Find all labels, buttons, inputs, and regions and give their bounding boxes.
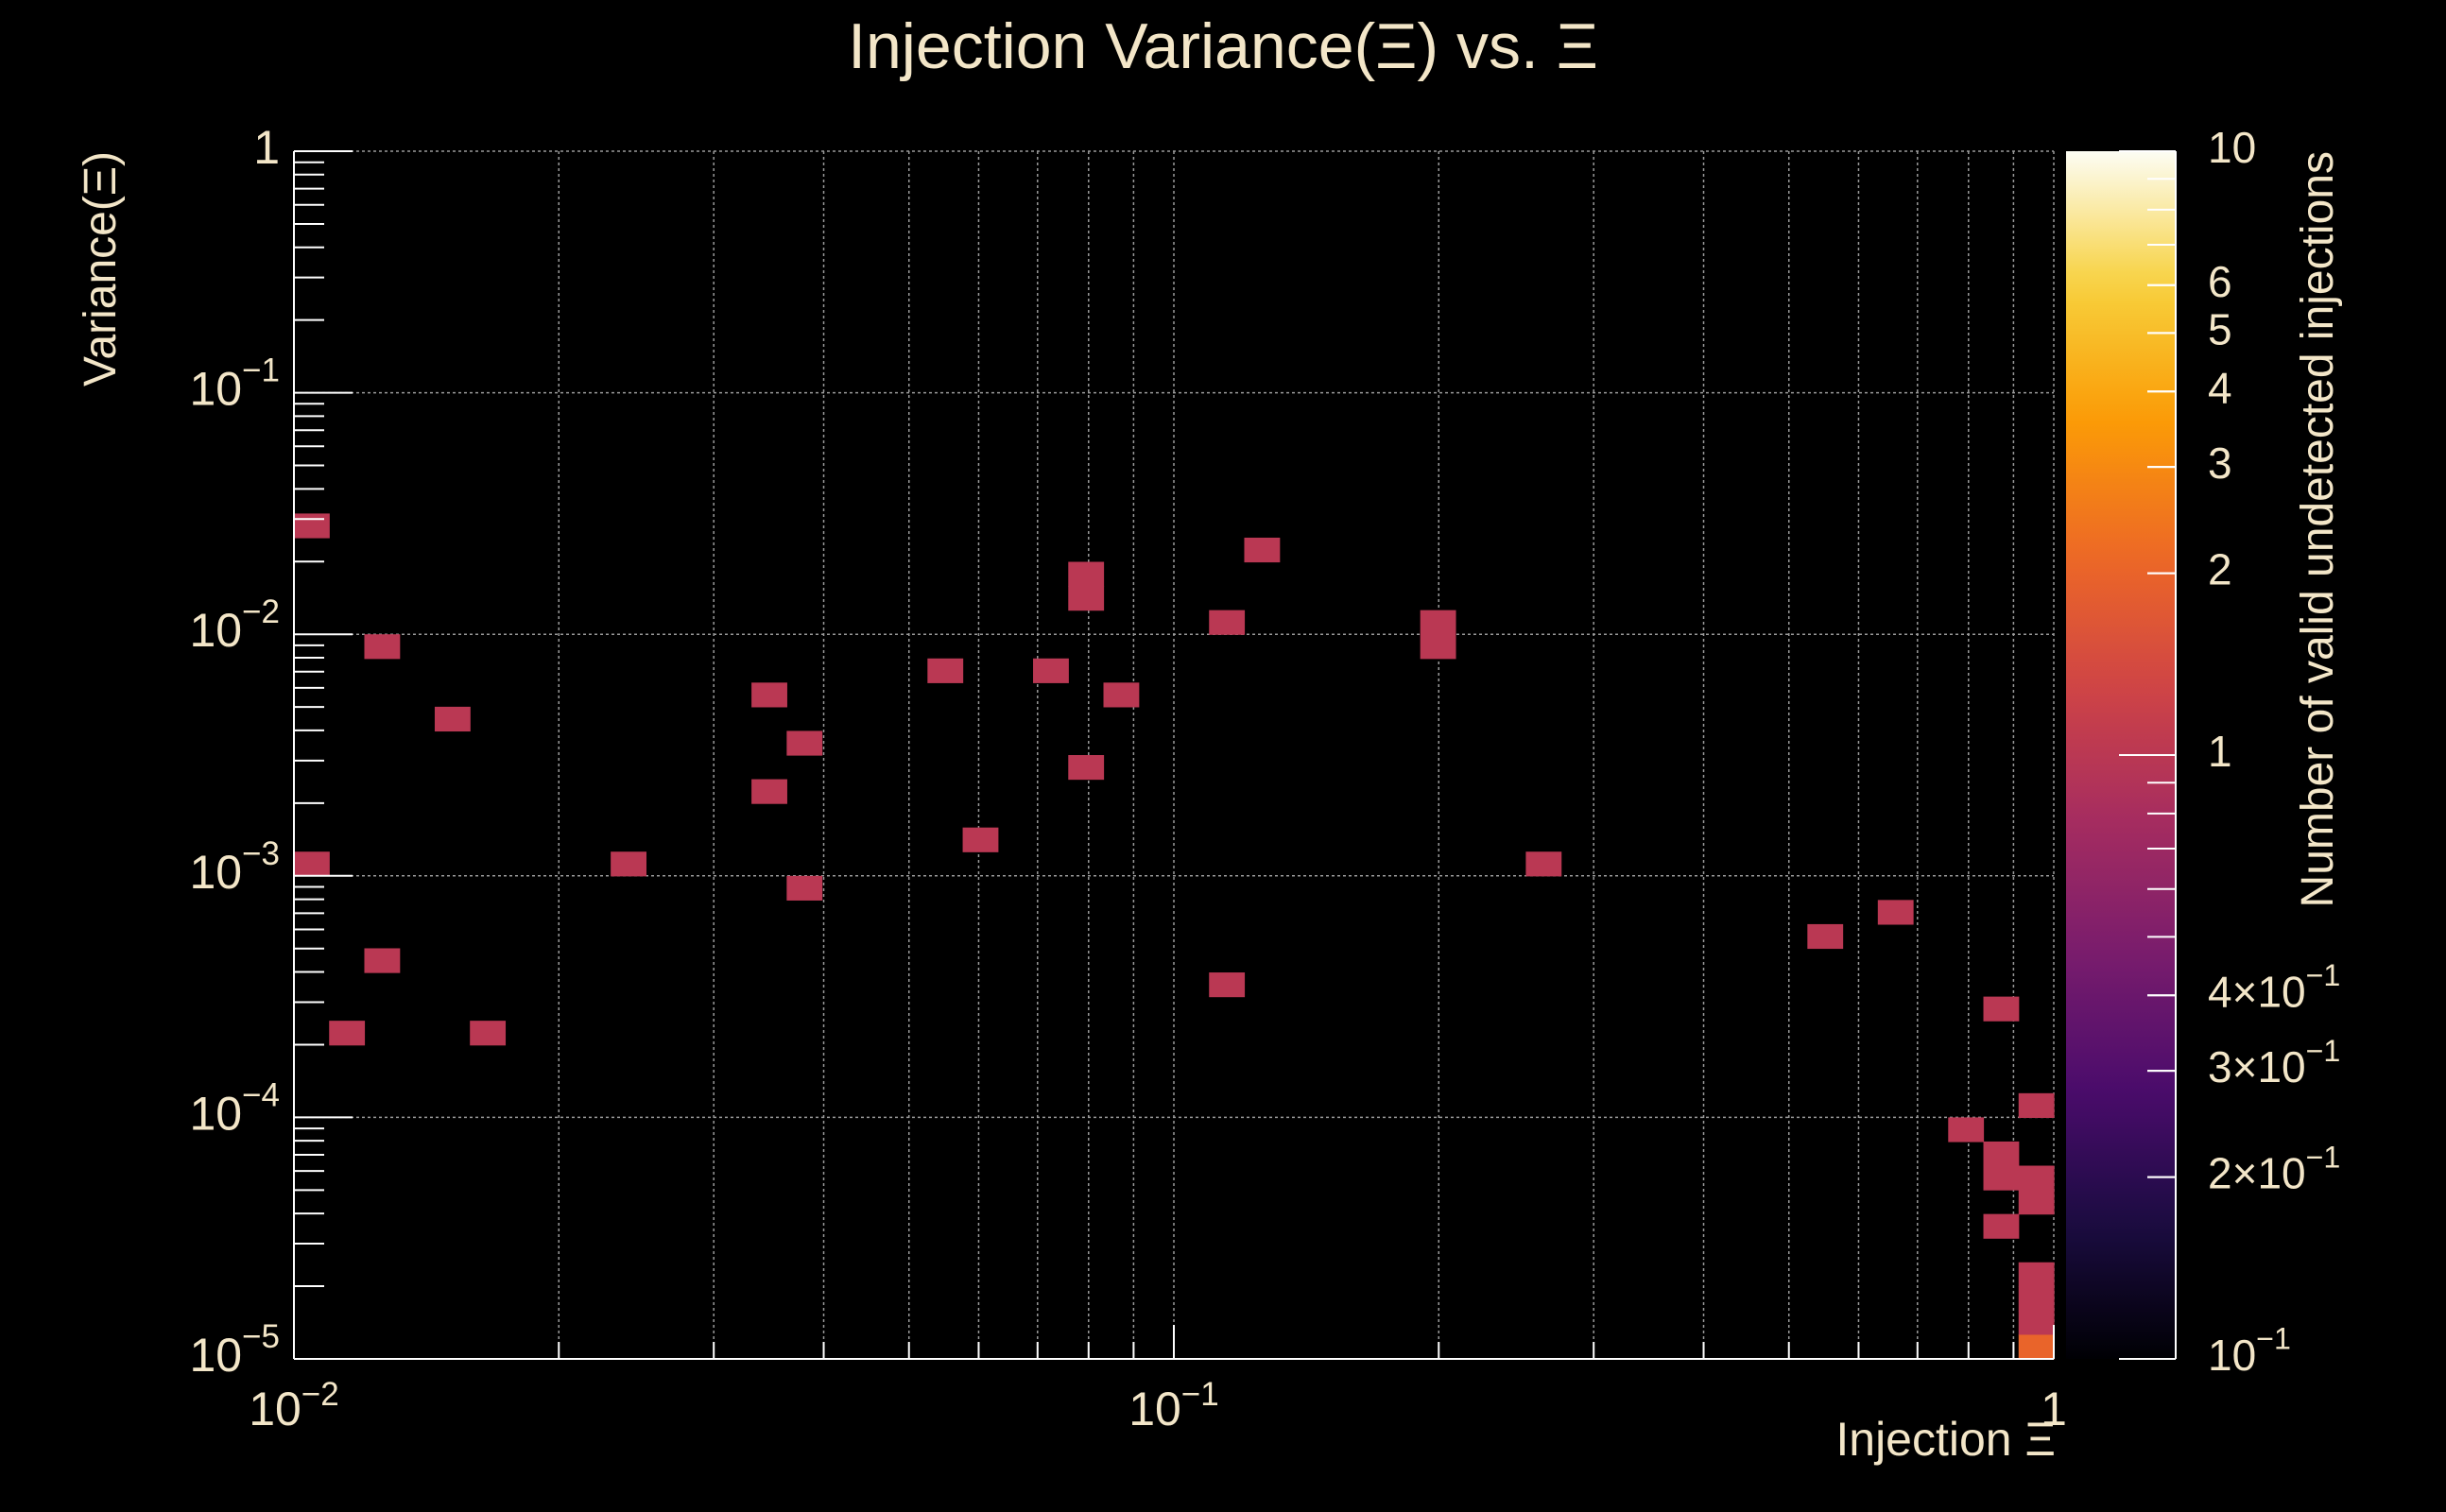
heatmap-cell — [294, 513, 330, 539]
y-tick-label: 10−2 — [189, 593, 280, 657]
colorbar-tick-label: 1 — [2208, 727, 2232, 776]
y-tick-label: 1 — [253, 121, 280, 174]
heatmap-cell — [294, 851, 330, 877]
heatmap-cell — [434, 706, 471, 732]
heatmap-cell — [1983, 1213, 2020, 1239]
chart-title: Injection Variance(Ξ) vs. Ξ — [848, 10, 1598, 82]
heatmap-cell — [751, 682, 787, 708]
heatmap-cell — [1068, 561, 1105, 587]
colorbar-tick-label: 3 — [2208, 438, 2232, 488]
heatmap-cell — [962, 827, 999, 852]
heatmap-cell — [1948, 1117, 1985, 1143]
colorbar-tick-label: 2 — [2208, 545, 2232, 594]
colorbar-tick-label: 6 — [2208, 257, 2232, 306]
heatmap-cell — [1103, 682, 1140, 708]
heatmap-cell — [2018, 1165, 2055, 1191]
heatmap-cell — [786, 730, 823, 756]
y-axis-label: Variance(Ξ) — [76, 151, 126, 387]
x-tick-label: 1 — [2041, 1383, 2067, 1435]
heatmap-cell — [1420, 634, 1456, 660]
y-tick-label: 10−3 — [189, 835, 280, 899]
heatmap-cell — [1068, 755, 1105, 781]
heatmap-cell — [2018, 1310, 2055, 1336]
heatmap-cell — [1209, 610, 1246, 635]
colorbar: 10 65 4 3 2 1 4×10−1 3×10−1 2×10−1 10−1 — [2066, 123, 2340, 1380]
heatmap-cell — [1068, 586, 1105, 611]
colorbar-tick-label: 10−1 — [2208, 1321, 2291, 1380]
heatmap-cell — [364, 634, 401, 660]
heatmap-cell — [1877, 900, 1914, 925]
heatmap-cell — [470, 1021, 507, 1046]
heatmap-cell — [1983, 1141, 2020, 1167]
heatmap-cell — [2018, 1334, 2055, 1360]
x-tick-label: 10−1 — [1128, 1376, 1219, 1435]
colorbar-tick-label: 3×10−1 — [2208, 1033, 2340, 1091]
colorbar-tick-label: 10 — [2208, 123, 2256, 172]
heatmap-cell — [364, 948, 401, 973]
heatmap-cell — [1033, 658, 1069, 683]
y-tick-label: 10−4 — [189, 1077, 280, 1141]
heatmap-cell — [2018, 1262, 2055, 1287]
heatmap-cell — [751, 779, 787, 804]
heatmap-cell — [1244, 537, 1281, 563]
x-axis-label: Injection Ξ — [1835, 1413, 2056, 1466]
y-tick-label: 10−5 — [189, 1318, 280, 1382]
heatmap-cell — [1807, 923, 1844, 950]
grid-lines — [293, 150, 2055, 1360]
heatmap-cell — [927, 658, 964, 683]
heatmap-cell — [1983, 996, 2020, 1022]
heatmap-cell — [1983, 1165, 2020, 1191]
heatmap-cell — [1420, 610, 1456, 635]
heatmap-cell — [2018, 1286, 2055, 1312]
heatmap-cell — [2018, 1092, 2055, 1118]
x-tick-label: 10−2 — [249, 1376, 339, 1435]
colorbar-tick-label: 2×10−1 — [2208, 1140, 2340, 1198]
heatmap-cells — [294, 513, 2055, 1360]
heatmap-cell — [2018, 1190, 2055, 1215]
axis-ticks: 10−2 10−1 1 10−5 10−4 10−3 10−2 10−1 1 — [189, 121, 2066, 1435]
colorbar-label: Number of valid undetected injections — [2293, 151, 2343, 907]
heatmap-cell — [1525, 851, 1562, 877]
colorbar-tick-label: 4 — [2208, 363, 2232, 412]
colorbar-tick-label: 4×10−1 — [2208, 957, 2340, 1016]
heatmap-cell — [611, 851, 646, 877]
y-tick-label: 10−1 — [189, 352, 280, 416]
heatmap-cell — [329, 1021, 366, 1046]
heatmap-cell — [786, 875, 823, 901]
colorbar-tick-label: 5 — [2208, 305, 2232, 354]
heatmap-cell — [1209, 972, 1246, 998]
